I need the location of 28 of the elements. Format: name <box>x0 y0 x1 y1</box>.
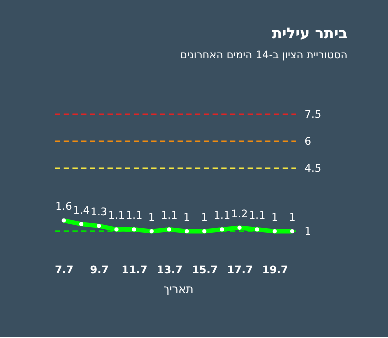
data-label: 1.1 <box>108 210 126 222</box>
data-label: 1.1 <box>248 210 266 222</box>
x-tick-label: 13.7 <box>156 264 183 277</box>
data-label: 1 <box>184 212 190 224</box>
data-label: 1.2 <box>231 208 248 220</box>
ref-line-label: 6 <box>304 136 312 148</box>
data-label: 1 <box>272 212 278 224</box>
data-label: 1.4 <box>73 204 90 217</box>
data-label: 1.1 <box>161 210 178 222</box>
data-label: 1 <box>148 212 156 224</box>
x-tick-label: 7.7 <box>55 264 74 277</box>
x-tick-label: 11.7 <box>122 264 148 277</box>
data-label: 1.3 <box>90 206 108 219</box>
ref-line-label: 7.5 <box>304 109 322 122</box>
ref-line-label: 1 <box>304 226 312 238</box>
x-tick-label: 9.7 <box>90 264 109 277</box>
x-axis-title: תאריך <box>164 282 194 296</box>
x-tick-label: 19.7 <box>262 264 288 277</box>
data-label: 1 <box>201 212 208 224</box>
ref-line-label: 4.5 <box>304 163 322 176</box>
x-tick-label: 17.7 <box>227 264 254 277</box>
data-label: 1.1 <box>126 210 143 222</box>
data-label: 1 <box>289 212 296 224</box>
chart-title: ביתר עילית <box>272 24 348 42</box>
data-label: 1.6 <box>56 201 73 214</box>
chart-subtitle: הסטוריית הציון ב-14 הימים האחרונים <box>180 50 348 62</box>
x-tick-label: 15.7 <box>192 264 218 277</box>
data-label: 1.1 <box>214 210 231 222</box>
